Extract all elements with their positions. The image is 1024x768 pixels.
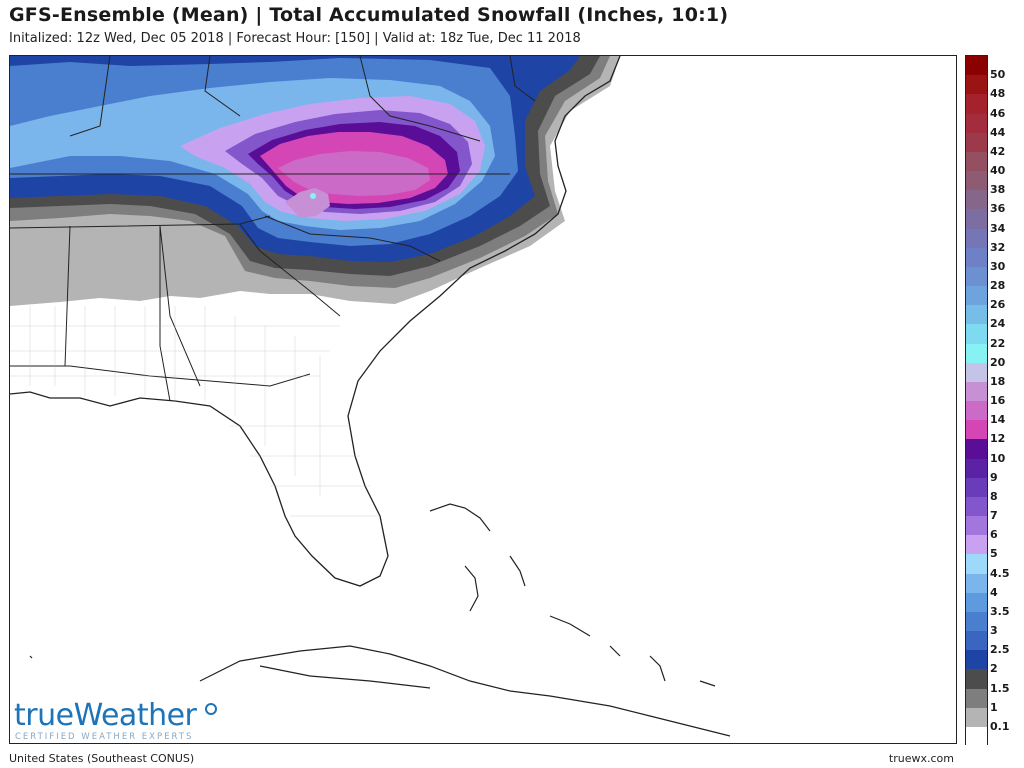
colorbar-swatch — [966, 688, 987, 709]
colorbar-label: 3 — [990, 624, 998, 637]
colorbar-swatch — [966, 286, 987, 306]
colorbar-label: 30 — [990, 259, 1006, 273]
colorbar-label: 18 — [990, 374, 1006, 388]
snowfall-map[interactable] — [9, 55, 957, 744]
caribbean-islands — [29, 503, 731, 737]
colorbar-label: 38 — [990, 183, 1006, 197]
colorbar-label: 8 — [990, 489, 998, 503]
colorbar-swatch — [966, 113, 987, 134]
county-lines — [10, 306, 380, 517]
colorbar-swatch — [966, 554, 987, 574]
snowfall-colorbar — [965, 55, 988, 746]
colorbar-swatch — [966, 132, 987, 153]
colorbar-swatch — [966, 94, 987, 114]
colorbar-label: 48 — [990, 87, 1006, 101]
colorbar-swatch — [966, 171, 987, 191]
colorbar-swatch — [966, 516, 987, 536]
colorbar-label: 20 — [990, 355, 1006, 369]
colorbar-label: 40 — [990, 164, 1006, 177]
colorbar-label: 10 — [990, 451, 1006, 465]
colorbar-label: 24 — [990, 317, 1006, 331]
colorbar-swatch — [966, 535, 987, 555]
colorbar-label: 6 — [990, 528, 998, 542]
colorbar-swatch — [966, 631, 987, 651]
colorbar-swatch — [966, 650, 987, 670]
colorbar-label: 26 — [990, 298, 1006, 312]
colorbar-swatch — [966, 190, 987, 210]
colorbar-swatch — [966, 324, 987, 344]
colorbar-swatch — [966, 669, 987, 689]
colorbar-label: 28 — [990, 279, 1006, 292]
region-label: United States (Southeast CONUS) — [9, 752, 195, 765]
colorbar-label: 2 — [990, 662, 998, 676]
colorbar-label: 2.5 — [990, 643, 1010, 657]
brand-tagline: CERTIFIED WEATHER EXPERTS — [15, 732, 194, 742]
site-label[interactable]: truewx.com — [888, 752, 954, 765]
map-title: GFS-Ensemble (Mean) | Total Accumulated … — [9, 4, 729, 26]
snow-band-16in — [285, 188, 330, 218]
colorbar-swatch — [966, 496, 987, 517]
colorbar-swatch — [966, 228, 987, 249]
colorbar-swatch — [966, 381, 987, 402]
colorbar-label: 44 — [990, 125, 1006, 139]
colorbar-swatch — [966, 56, 987, 76]
colorbar-label: 22 — [990, 336, 1006, 350]
colorbar-swatch — [966, 343, 987, 364]
colorbar-swatch — [966, 592, 987, 613]
colorbar-swatch — [966, 401, 987, 421]
colorbar-label: 4.5 — [990, 566, 1010, 580]
colorbar-label: 42 — [990, 144, 1006, 158]
colorbar-label: 14 — [990, 413, 1006, 427]
colorbar-label: 32 — [990, 240, 1006, 254]
colorbar-label: 4 — [990, 585, 998, 599]
colorbar-label: 36 — [990, 202, 1006, 216]
brand-dot-icon — [205, 703, 217, 715]
colorbar-label: 9 — [990, 470, 998, 484]
snow-peak-20in — [310, 193, 316, 199]
colorbar-swatch — [966, 247, 987, 268]
colorbar-label: 34 — [990, 221, 1006, 235]
colorbar-swatch — [966, 573, 987, 594]
state-borders — [10, 56, 536, 402]
colorbar-label: 3.5 — [990, 604, 1010, 618]
colorbar-label: 1 — [990, 700, 998, 714]
colorbar-swatch — [966, 477, 987, 498]
colorbar-swatch — [966, 209, 987, 229]
colorbar-label: 50 — [990, 68, 1006, 82]
brand-logo: trueWeather CERTIFIED WEATHER EXPERTS — [14, 698, 234, 742]
colorbar-label: 16 — [990, 394, 1006, 407]
colorbar-label: 5 — [990, 547, 998, 561]
colorbar-label: 46 — [990, 106, 1006, 120]
brand-name: trueWeather — [14, 698, 197, 733]
colorbar-swatch — [966, 726, 987, 746]
colorbar-swatch — [966, 266, 987, 287]
colorbar-swatch — [966, 305, 987, 325]
colorbar-swatch — [966, 439, 987, 459]
colorbar-label: 12 — [990, 432, 1006, 446]
colorbar-swatch — [966, 420, 987, 440]
colorbar-label: 1.5 — [990, 681, 1010, 695]
colorbar-swatch — [966, 458, 987, 479]
colorbar-swatch — [966, 611, 987, 632]
colorbar-swatch — [966, 362, 987, 383]
colorbar-label: 0.1 — [990, 719, 1010, 733]
colorbar-label: 7 — [990, 509, 998, 522]
colorbar-swatch — [966, 151, 987, 172]
colorbar-swatch — [966, 75, 987, 95]
colorbar-swatch — [966, 707, 987, 728]
map-subtitle: Initalized: 12z Wed, Dec 05 2018 | Forec… — [9, 31, 581, 46]
